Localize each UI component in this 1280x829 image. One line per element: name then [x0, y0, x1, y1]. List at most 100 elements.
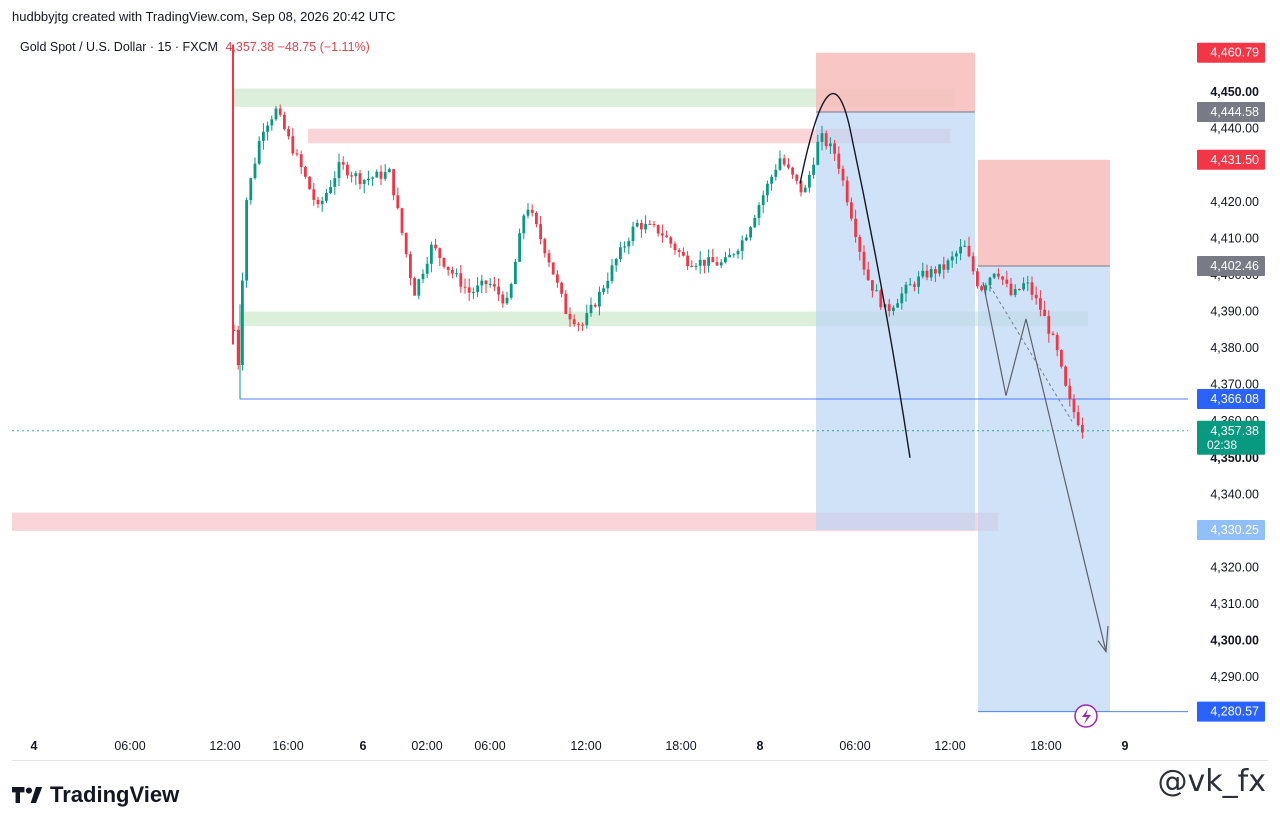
candle-body[interactable]: [1001, 276, 1004, 280]
candle-body[interactable]: [648, 223, 652, 225]
candle-body[interactable]: [341, 162, 345, 165]
candle-body[interactable]: [770, 176, 773, 184]
candle-body[interactable]: [728, 254, 731, 258]
candle-body[interactable]: [845, 180, 849, 203]
candle-body[interactable]: [971, 256, 975, 272]
candle-body[interactable]: [942, 264, 946, 270]
candle-body[interactable]: [661, 233, 664, 236]
candle-body[interactable]: [862, 251, 866, 270]
candle-body[interactable]: [698, 259, 702, 266]
projection-curve[interactable]: [799, 93, 911, 458]
candle-body[interactable]: [1060, 350, 1063, 367]
candle-body[interactable]: [1022, 283, 1025, 290]
short-position-stop-area[interactable]: [978, 159, 1110, 266]
candle-body[interactable]: [623, 246, 626, 248]
candle-body[interactable]: [925, 270, 929, 278]
candle-body[interactable]: [1034, 294, 1038, 299]
candle-body[interactable]: [379, 171, 383, 179]
candle-body[interactable]: [455, 273, 458, 275]
candle-body[interactable]: [589, 304, 593, 314]
candle-body[interactable]: [644, 223, 647, 230]
symbol-name[interactable]: Gold Spot / U.S. Dollar · 15 · FXCM: [20, 40, 218, 54]
candle-body[interactable]: [362, 179, 366, 184]
candle-body[interactable]: [707, 257, 710, 266]
candle-body[interactable]: [677, 250, 681, 252]
candle-body[interactable]: [320, 200, 324, 205]
candle-body[interactable]: [782, 158, 786, 165]
candle-body[interactable]: [266, 125, 269, 132]
candle-body[interactable]: [917, 276, 920, 287]
candle-body[interactable]: [421, 273, 425, 280]
candle-body[interactable]: [530, 209, 534, 213]
candle-body[interactable]: [392, 169, 395, 196]
candle-body[interactable]: [295, 153, 299, 155]
projection-path[interactable]: [982, 282, 1107, 652]
candle-body[interactable]: [388, 169, 391, 173]
candle-body[interactable]: [1055, 334, 1059, 351]
candle-body[interactable]: [1005, 279, 1009, 284]
candle-body[interactable]: [581, 324, 584, 326]
candle-body[interactable]: [509, 284, 513, 298]
candle-body[interactable]: [291, 136, 295, 154]
candle-body[interactable]: [631, 226, 635, 242]
candle-body[interactable]: [425, 263, 429, 274]
tradingview-logo[interactable]: TradingView: [12, 782, 179, 808]
candle-body[interactable]: [354, 173, 358, 177]
candle-body[interactable]: [997, 273, 1000, 277]
candle-body[interactable]: [959, 246, 962, 254]
candle-body[interactable]: [850, 202, 853, 219]
candle-body[interactable]: [929, 269, 933, 278]
candle-body[interactable]: [262, 131, 265, 141]
candle-body[interactable]: [963, 245, 967, 247]
candle-body[interactable]: [446, 266, 450, 271]
candle-body[interactable]: [568, 313, 572, 320]
candle-body[interactable]: [472, 292, 475, 294]
candle-body[interactable]: [673, 243, 677, 251]
candle-body[interactable]: [308, 176, 311, 190]
candle-body[interactable]: [606, 280, 610, 289]
price-label[interactable]: [1197, 149, 1265, 170]
candle-body[interactable]: [887, 304, 891, 312]
candle-body[interactable]: [745, 237, 748, 241]
candle-body[interactable]: [598, 291, 601, 307]
candle-body[interactable]: [837, 153, 841, 169]
candle-body[interactable]: [1043, 309, 1046, 317]
price-label[interactable]: [1197, 701, 1265, 722]
candle-body[interactable]: [270, 119, 274, 126]
candle-body[interactable]: [824, 133, 828, 147]
candle-body[interactable]: [833, 143, 836, 154]
candle-body[interactable]: [236, 329, 240, 366]
candle-body[interactable]: [740, 240, 744, 251]
candle-body[interactable]: [703, 259, 706, 266]
candle-body[interactable]: [753, 217, 757, 228]
candle-body[interactable]: [543, 239, 547, 254]
candle-body[interactable]: [610, 265, 614, 281]
candle-body[interactable]: [984, 285, 988, 291]
candle-body[interactable]: [396, 195, 400, 209]
candle-body[interactable]: [249, 178, 253, 201]
candle-body[interactable]: [1076, 412, 1080, 426]
candle-body[interactable]: [934, 269, 937, 274]
candle-body[interactable]: [257, 140, 261, 164]
price-label[interactable]: [1197, 519, 1265, 540]
candle-body[interactable]: [459, 273, 463, 287]
candle-body[interactable]: [564, 293, 568, 314]
candle-body[interactable]: [585, 313, 589, 326]
candle-body[interactable]: [820, 133, 824, 142]
candle-body[interactable]: [337, 162, 341, 179]
candle-body[interactable]: [1051, 333, 1055, 335]
supply-zone[interactable]: [12, 512, 998, 531]
candle-body[interactable]: [858, 236, 862, 252]
candle-body[interactable]: [1081, 425, 1084, 433]
candle-body[interactable]: [438, 248, 442, 258]
candle-body[interactable]: [467, 287, 471, 293]
candle-body[interactable]: [593, 304, 597, 307]
candle-body[interactable]: [1047, 316, 1051, 334]
candle-body[interactable]: [879, 290, 883, 308]
candle-body[interactable]: [829, 143, 832, 147]
candle-body[interactable]: [253, 163, 257, 179]
candle-body[interactable]: [1064, 366, 1067, 386]
candle-body[interactable]: [1039, 298, 1042, 310]
candle-body[interactable]: [976, 271, 979, 287]
